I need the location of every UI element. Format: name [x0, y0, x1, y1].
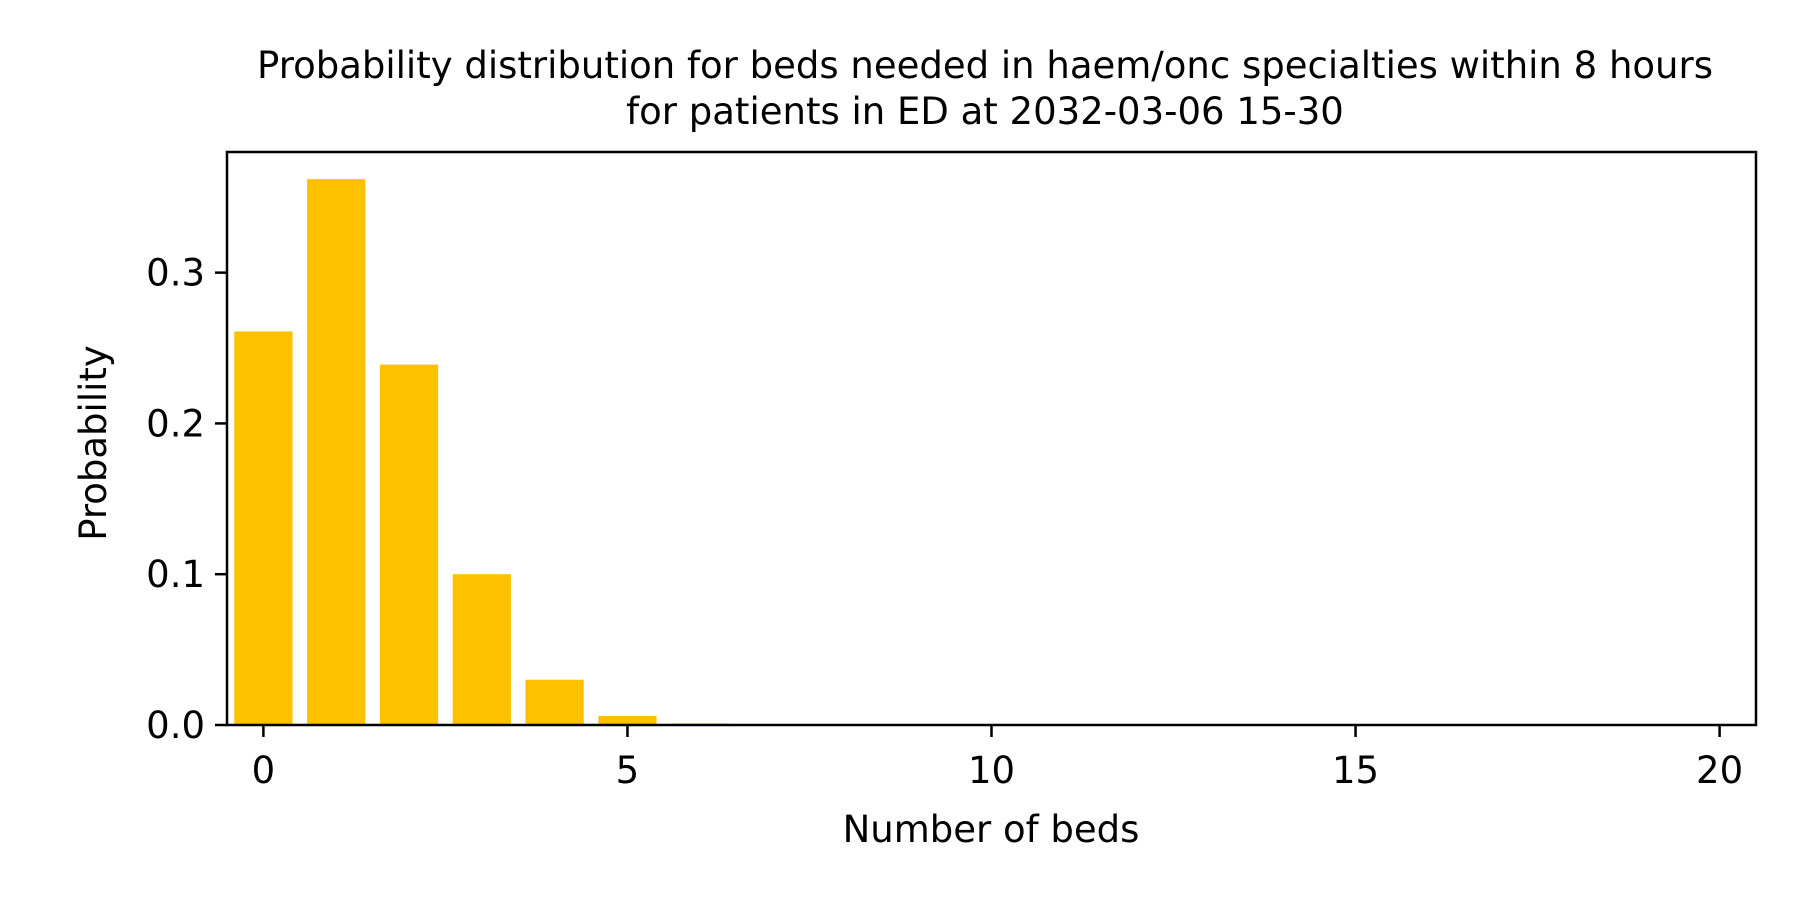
x-tick-label: 15	[1332, 749, 1379, 792]
x-tick-label: 20	[1696, 749, 1743, 792]
bar-0	[234, 331, 293, 725]
x-tick-label: 10	[968, 749, 1015, 792]
x-tick-label: 5	[616, 749, 640, 792]
y-tick-label: 0.1	[146, 553, 205, 596]
bar-2	[379, 364, 439, 725]
bars-group	[234, 179, 730, 726]
chart-title-line1: Probability distribution for beds needed…	[257, 44, 1713, 87]
y-tick-label: 0.2	[146, 402, 205, 445]
y-axis: 0.0 0.1 0.2 0.3	[146, 252, 227, 747]
bar-5	[598, 715, 657, 725]
x-axis-label: Number of beds	[843, 808, 1140, 851]
bar-3	[452, 574, 511, 725]
bar-1	[307, 179, 366, 726]
y-tick-label: 0.3	[146, 252, 205, 295]
x-axis: 0 5 10 15 20	[252, 725, 1743, 792]
chart-title-line2: for patients in ED at 2032-03-06 15-30	[626, 90, 1344, 133]
x-tick-label: 0	[252, 749, 276, 792]
y-axis-label: Probability	[72, 345, 115, 541]
bar-4	[525, 679, 584, 725]
y-tick-label: 0.0	[146, 704, 205, 747]
